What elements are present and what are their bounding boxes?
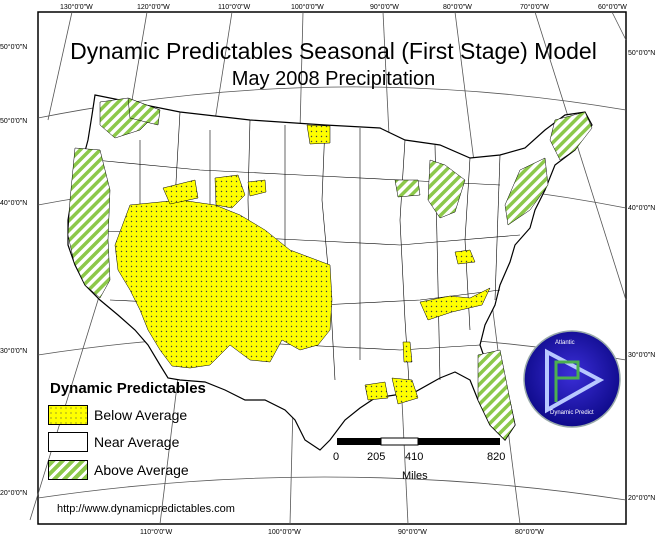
lon-label: 100°0'0"W [291, 4, 324, 11]
lat-label: 30°0'0"N [628, 352, 656, 359]
above-average-swatch [48, 460, 88, 480]
below-average-swatch [48, 405, 88, 425]
scale-unit: Miles [402, 470, 428, 482]
lat-label: 20°0'0"N [628, 495, 656, 502]
lon-label: 110°0'0"W [140, 529, 173, 536]
scale-label: 410 [405, 451, 424, 463]
lon-label: 90°0'0"W [398, 529, 427, 536]
lon-label: 80°0'0"W [515, 529, 544, 536]
legend-label: Below Average [94, 407, 188, 423]
lon-label: 130°0'0"W [60, 4, 93, 11]
near-average-swatch [48, 432, 88, 452]
legend-item-below-average: Below Average [48, 404, 187, 426]
lon-label: 70°0'0"W [520, 4, 549, 11]
lon-label: 120°0'0"W [137, 4, 170, 11]
lat-label: 40°0'0"N [628, 205, 656, 212]
lon-label: 110°0'0"W [218, 4, 251, 11]
above-average-regions [67, 97, 593, 441]
lat-label: 50°0'0"N [0, 118, 28, 125]
lat-label: 50°0'0"N [0, 44, 28, 51]
legend-title: Dynamic Predictables [50, 380, 206, 397]
logo-bottom-text: Dynamic Predict [550, 410, 594, 416]
lon-label: 90°0'0"W [370, 4, 399, 11]
website-url: http://www.dynamicpredictables.com [57, 503, 235, 515]
lon-label: 60°0'0"W [598, 4, 627, 11]
lat-label: 20°0'0"N [0, 490, 28, 497]
logo [523, 330, 621, 428]
below-average-regions [114, 124, 491, 405]
legend-item-above-average: Above Average [48, 459, 189, 481]
legend-label: Above Average [94, 462, 189, 478]
map-subtitle: May 2008 Precipitation [231, 68, 436, 90]
lat-label: 50°0'0"N [628, 50, 656, 57]
lon-label: 80°0'0"W [443, 4, 472, 11]
logo-top-text: Atlantic [555, 340, 575, 346]
legend-item-near-average: Near Average [48, 431, 179, 453]
scale-bar [337, 437, 500, 446]
scale-label: 820 [487, 451, 506, 463]
scale-label: 0 [333, 451, 340, 463]
lon-label: 100°0'0"W [268, 529, 301, 536]
lat-label: 40°0'0"N [0, 200, 28, 207]
scale-label: 205 [367, 451, 386, 463]
legend-label: Near Average [94, 434, 180, 450]
lat-label: 30°0'0"N [0, 348, 28, 355]
map-title: Dynamic Predictables Seasonal (First Sta… [70, 38, 597, 64]
